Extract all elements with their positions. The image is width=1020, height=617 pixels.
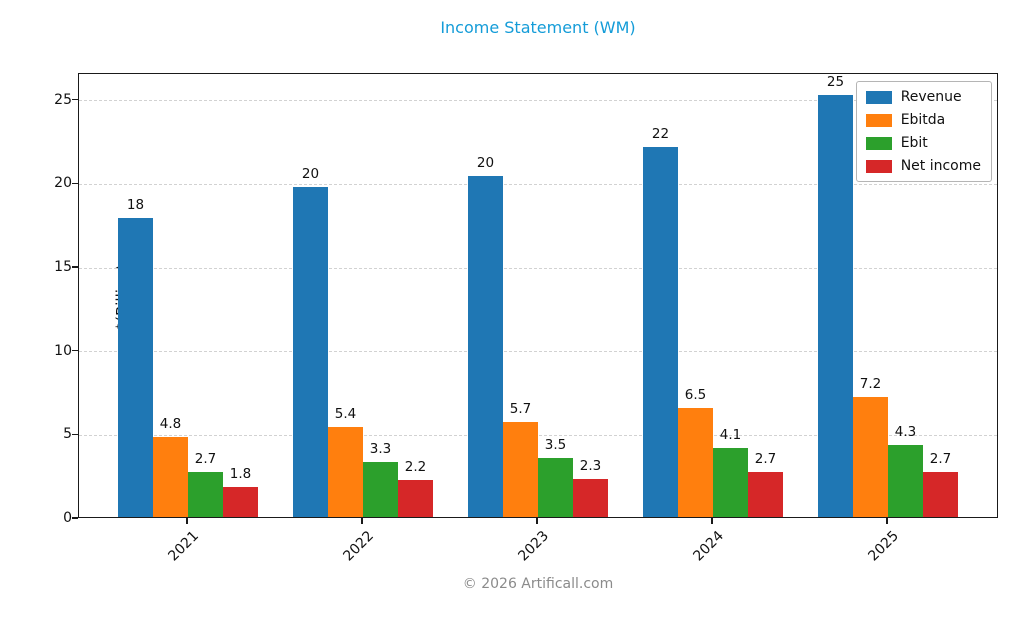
legend-swatch-icon bbox=[865, 90, 892, 104]
bar-value-label: 22 bbox=[651, 126, 670, 143]
bar-value-label: 2.7 bbox=[194, 450, 217, 467]
bar-revenue-2024 bbox=[643, 147, 678, 517]
bar-net-income-2025 bbox=[923, 471, 958, 517]
plot-area: $(Billion) 184.82.71.8205.43.32.2205.73.… bbox=[78, 73, 998, 518]
footer-credit: © 2026 Artificall.com bbox=[462, 576, 614, 592]
x-tick-mark bbox=[186, 518, 188, 524]
bar-value-label: 5.4 bbox=[334, 405, 357, 422]
y-tick-mark bbox=[72, 99, 78, 101]
bar-value-label: 18 bbox=[126, 196, 145, 213]
bar-value-label: 1.8 bbox=[229, 465, 252, 482]
bar-value-label: 2.2 bbox=[404, 459, 427, 476]
x-tick-mark bbox=[886, 518, 888, 524]
y-tick-label-5: 5 bbox=[63, 426, 72, 443]
legend-item-ebitda: Ebitda bbox=[865, 112, 981, 128]
y-tick-label-20: 20 bbox=[54, 175, 72, 192]
legend-label: Ebit bbox=[900, 135, 928, 151]
x-tick-label-2024: 2024 bbox=[690, 528, 728, 565]
bar-value-label: 4.8 bbox=[159, 415, 182, 432]
y-tick-mark bbox=[72, 266, 78, 268]
legend-item-ebit: Ebit bbox=[865, 135, 981, 151]
bar-value-label: 6.5 bbox=[684, 387, 707, 404]
y-tick-label-0: 0 bbox=[63, 510, 72, 526]
bar-ebit-2025 bbox=[888, 445, 923, 517]
x-tick-mark bbox=[536, 518, 538, 524]
y-tick-mark bbox=[72, 350, 78, 352]
chart-title-text: Income Statement (WM) bbox=[440, 18, 636, 37]
bar-value-label: 4.1 bbox=[719, 427, 742, 444]
y-tick-mark bbox=[72, 182, 78, 185]
legend-item-revenue: Revenue bbox=[865, 89, 981, 105]
bar-value-label: 25 bbox=[826, 74, 845, 91]
bar-net-income-2024 bbox=[748, 471, 783, 517]
bar-ebitda-2024 bbox=[678, 408, 713, 517]
x-tick-label-2025: 2025 bbox=[865, 528, 903, 565]
bar-value-label: 7.2 bbox=[859, 375, 882, 392]
legend-swatch-icon bbox=[865, 113, 892, 127]
x-tick-label-2022: 2022 bbox=[340, 528, 378, 565]
bar-ebit-2022 bbox=[363, 461, 398, 517]
bar-revenue-2021 bbox=[118, 217, 153, 517]
chart-title: Income Statement (WM) bbox=[78, 18, 998, 37]
x-tick-label-2021: 2021 bbox=[165, 528, 203, 565]
bar-net-income-2023 bbox=[573, 478, 608, 517]
bar-ebitda-2025 bbox=[853, 396, 888, 517]
y-tick-mark bbox=[72, 433, 78, 436]
bar-net-income-2022 bbox=[398, 480, 433, 517]
legend-swatch-icon bbox=[865, 159, 892, 173]
y-tick-label-15: 15 bbox=[54, 259, 72, 276]
gridline-y-5 bbox=[79, 434, 997, 436]
bar-value-label: 20 bbox=[301, 166, 320, 183]
bar-ebit-2023 bbox=[538, 458, 573, 517]
bar-value-label: 20 bbox=[476, 154, 495, 171]
bar-net-income-2021 bbox=[223, 486, 258, 517]
bar-value-label: 4.3 bbox=[894, 424, 917, 441]
bar-value-label: 2.7 bbox=[754, 450, 777, 467]
bar-ebitda-2023 bbox=[503, 421, 538, 517]
gridline-y-10 bbox=[79, 351, 997, 353]
gridline-y-15 bbox=[79, 267, 997, 269]
x-tick-mark bbox=[361, 518, 363, 524]
legend-label: Net income bbox=[900, 158, 981, 174]
bar-ebit-2024 bbox=[713, 448, 748, 517]
bar-value-label: 5.7 bbox=[509, 400, 532, 417]
bar-value-label: 3.5 bbox=[544, 437, 567, 454]
y-tick-label-10: 10 bbox=[54, 342, 72, 359]
bar-value-label: 3.3 bbox=[369, 440, 392, 457]
legend-label: Ebitda bbox=[900, 112, 946, 128]
gridline-y-25 bbox=[79, 100, 997, 102]
y-tick-mark bbox=[72, 517, 78, 519]
bar-revenue-2025 bbox=[818, 95, 853, 517]
bar-revenue-2022 bbox=[293, 187, 328, 517]
y-tick-label-25: 25 bbox=[54, 91, 72, 108]
legend-label: Revenue bbox=[900, 89, 962, 105]
gridline-y-20 bbox=[79, 183, 997, 185]
x-tick-mark bbox=[711, 518, 713, 524]
legend: Revenue Ebitda Ebit Net income bbox=[855, 81, 992, 182]
legend-swatch-icon bbox=[865, 136, 892, 150]
bar-ebitda-2022 bbox=[328, 426, 363, 517]
bar-value-label: 2.7 bbox=[929, 450, 952, 467]
bar-ebitda-2021 bbox=[153, 436, 188, 517]
bar-revenue-2023 bbox=[468, 175, 503, 517]
x-tick-label-2023: 2023 bbox=[515, 528, 553, 565]
bar-ebit-2021 bbox=[188, 471, 223, 517]
bar-value-label: 2.3 bbox=[579, 457, 602, 474]
legend-item-net-income: Net income bbox=[865, 158, 981, 174]
